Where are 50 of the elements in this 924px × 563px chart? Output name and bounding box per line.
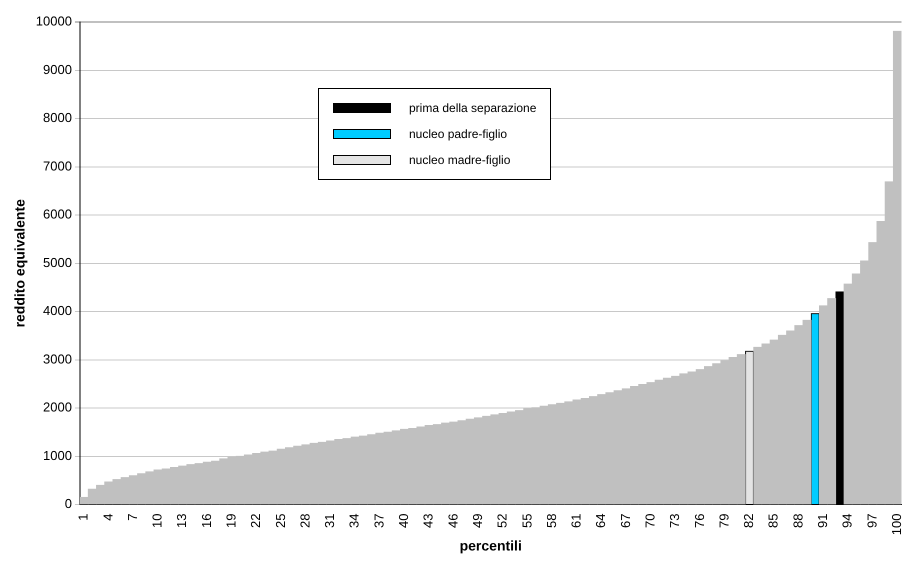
x-tick-label: 70 — [642, 514, 658, 528]
y-tick-label: 3000 — [43, 351, 72, 366]
x-axis-title: percentili — [460, 537, 522, 554]
y-tick-label: 1000 — [43, 448, 72, 463]
x-tick-label: 94 — [840, 514, 855, 528]
x-tick-label: 55 — [519, 514, 534, 528]
x-tick-label: 64 — [593, 514, 608, 528]
x-tick-label: 40 — [396, 514, 412, 528]
x-tick-label: 73 — [667, 514, 682, 528]
y-tick-label: 7000 — [43, 158, 72, 174]
x-tick-label: 97 — [864, 514, 880, 528]
x-tick-label: 28 — [297, 514, 312, 528]
x-tick-label: 76 — [692, 514, 707, 528]
x-tick-label: 82 — [741, 514, 756, 528]
x-tick-label: 10 — [150, 514, 165, 528]
x-tick-label: 58 — [544, 514, 559, 528]
y-tick-label: 4000 — [43, 303, 72, 318]
y-tick-label: 6000 — [43, 206, 72, 222]
legend-label: nucleo padre-figlio — [409, 127, 508, 141]
y-tick-label: 2000 — [43, 400, 72, 415]
x-tick-label: 100 — [888, 514, 904, 536]
y-tick-label: 8000 — [43, 110, 72, 126]
x-tick-label: 4 — [100, 514, 116, 521]
x-tick-label: 85 — [766, 514, 781, 528]
x-tick-label: 43 — [420, 514, 436, 528]
x-tick-label: 1 — [76, 514, 91, 521]
y-tick-label: 0 — [64, 496, 72, 512]
y-tick-label: 10000 — [36, 14, 72, 29]
x-tick-label: 16 — [198, 514, 214, 528]
x-tick-label: 13 — [174, 514, 190, 528]
x-tick-label: 22 — [248, 514, 264, 528]
x-tick-label: 79 — [716, 514, 732, 528]
x-tick-label: 34 — [346, 514, 362, 528]
y-axis-title: reddito equivalente — [11, 198, 28, 328]
y-tick-label: 9000 — [43, 62, 72, 77]
x-tick-label: 67 — [618, 514, 633, 528]
x-tick-label: 7 — [124, 514, 140, 521]
x-tick-label: 91 — [815, 514, 830, 528]
x-tick-label: 37 — [371, 514, 386, 528]
y-tick-label: 5000 — [43, 254, 72, 270]
legend-label: prima della separazione — [409, 101, 536, 115]
x-tick-label: 25 — [272, 514, 288, 528]
x-tick-label: 88 — [790, 514, 806, 528]
x-tick-label: 19 — [224, 514, 239, 528]
x-tick-label: 31 — [322, 514, 338, 528]
legend-label: nucleo madre-figlio — [409, 153, 510, 167]
x-tick-label: 46 — [445, 514, 460, 528]
x-tick-label: 61 — [568, 514, 584, 528]
x-tick-label: 49 — [470, 514, 485, 528]
x-tick-label: 52 — [494, 514, 510, 528]
